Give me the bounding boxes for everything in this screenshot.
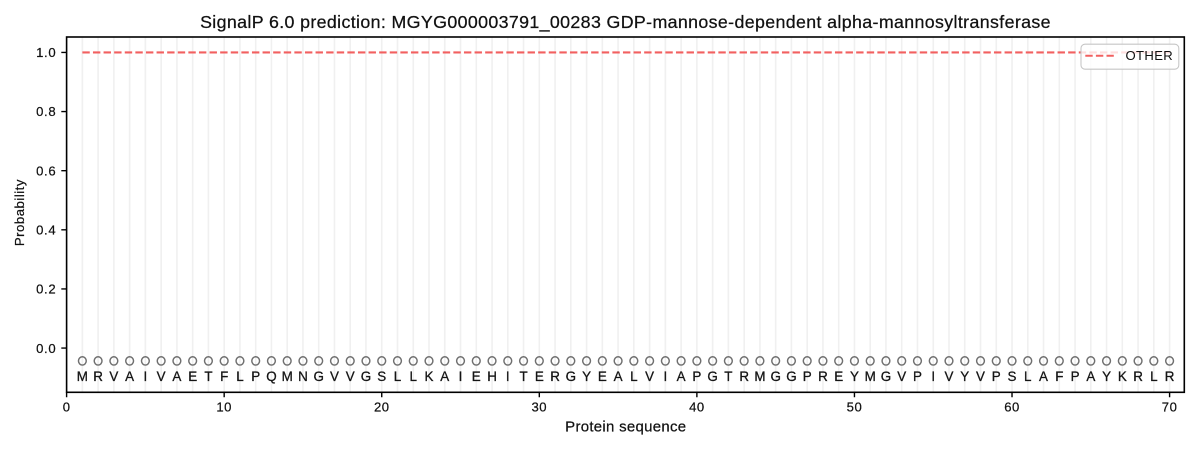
svg-text:0.4: 0.4 [36,223,56,238]
svg-text:I: I [459,369,463,384]
svg-text:K: K [425,369,434,384]
svg-text:L: L [236,369,243,384]
svg-text:Y: Y [582,369,591,384]
svg-text:L: L [1024,369,1031,384]
svg-text:Y: Y [1102,369,1111,384]
svg-text:P: P [913,369,922,384]
svg-text:V: V [109,369,118,384]
svg-text:M: M [754,369,765,384]
svg-text:0.0: 0.0 [36,341,56,356]
svg-text:40: 40 [689,399,705,414]
svg-text:I: I [664,369,668,384]
svg-text:0.6: 0.6 [36,163,56,178]
svg-text:S: S [377,369,386,384]
svg-text:0: 0 [63,399,71,414]
svg-text:G: G [361,369,371,384]
svg-text:0.8: 0.8 [36,104,56,119]
svg-text:L: L [394,369,401,384]
svg-text:R: R [739,369,749,384]
svg-text:N: N [298,369,308,384]
svg-text:20: 20 [374,399,390,414]
svg-text:60: 60 [1004,399,1020,414]
svg-text:L: L [1150,369,1157,384]
svg-text:S: S [1008,369,1017,384]
svg-text:H: H [487,369,497,384]
svg-text:G: G [707,369,717,384]
svg-text:G: G [881,369,891,384]
svg-text:I: I [506,369,510,384]
svg-text:V: V [157,369,166,384]
svg-text:R: R [1165,369,1175,384]
svg-text:R: R [1133,369,1143,384]
svg-text:V: V [330,369,339,384]
svg-text:F: F [220,369,228,384]
svg-text:V: V [976,369,985,384]
svg-text:I: I [931,369,935,384]
svg-text:P: P [803,369,812,384]
svg-text:A: A [172,369,181,384]
svg-text:V: V [897,369,906,384]
svg-text:L: L [410,369,417,384]
svg-text:10: 10 [216,399,232,414]
svg-text:A: A [1039,369,1048,384]
svg-text:70: 70 [1162,399,1178,414]
svg-text:M: M [282,369,293,384]
svg-text:M: M [77,369,88,384]
svg-text:T: T [204,369,212,384]
svg-text:F: F [1055,369,1063,384]
svg-text:E: E [472,369,481,384]
svg-text:I: I [144,369,148,384]
svg-text:T: T [724,369,732,384]
svg-text:P: P [992,369,1001,384]
svg-text:G: G [770,369,780,384]
svg-text:P: P [1071,369,1080,384]
svg-text:R: R [550,369,560,384]
svg-text:P: P [251,369,260,384]
svg-text:Y: Y [850,369,859,384]
svg-text:T: T [519,369,527,384]
svg-text:OTHER: OTHER [1126,48,1174,63]
svg-text:V: V [645,369,654,384]
svg-text:G: G [786,369,796,384]
svg-text:R: R [93,369,103,384]
svg-text:Protein sequence: Protein sequence [565,419,686,436]
svg-text:Probability: Probability [12,179,27,246]
svg-text:R: R [818,369,828,384]
svg-text:M: M [865,369,876,384]
svg-text:G: G [566,369,576,384]
svg-text:50: 50 [847,399,863,414]
svg-text:A: A [677,369,686,384]
svg-text:1.0: 1.0 [36,45,56,60]
svg-text:Q: Q [266,369,276,384]
svg-text:P: P [692,369,701,384]
svg-text:E: E [834,369,843,384]
svg-text:K: K [1118,369,1127,384]
svg-text:E: E [188,369,197,384]
svg-text:E: E [598,369,607,384]
svg-text:V: V [346,369,355,384]
svg-text:V: V [945,369,954,384]
svg-text:A: A [1086,369,1095,384]
svg-text:G: G [313,369,323,384]
svg-text:L: L [630,369,637,384]
svg-text:0.2: 0.2 [36,282,56,297]
svg-text:Y: Y [960,369,969,384]
svg-text:SignalP 6.0 prediction: MGYG00: SignalP 6.0 prediction: MGYG000003791_00… [200,12,1051,33]
svg-text:A: A [125,369,134,384]
svg-text:A: A [614,369,623,384]
svg-text:30: 30 [532,399,548,414]
svg-text:A: A [440,369,449,384]
svg-text:E: E [535,369,544,384]
